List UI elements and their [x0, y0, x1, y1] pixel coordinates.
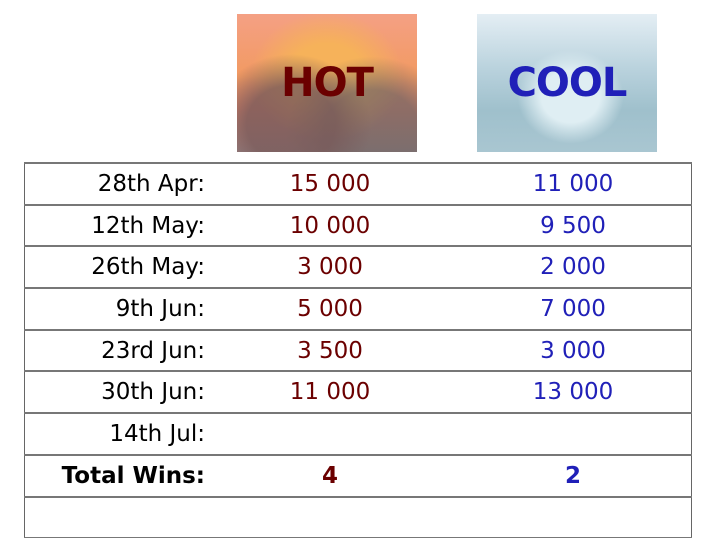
table-row: 23rd Jun: 3 500 3 000: [24, 328, 692, 372]
hot-value: 3 500: [205, 328, 455, 372]
date-cell: 9th Jun:: [24, 287, 205, 331]
cool-value: 7 000: [455, 287, 692, 331]
cool-value: [455, 412, 692, 456]
empty-cell: [205, 495, 455, 539]
date-cell: 12th May:: [24, 203, 205, 247]
hot-value: 15 000: [205, 162, 455, 206]
table-row: 9th Jun: 5 000 7 000: [24, 287, 692, 331]
cool-ice-image: COOL: [477, 14, 657, 152]
table-row: 26th May: 3 000 2 000: [24, 245, 692, 289]
cool-value: 2: [455, 453, 692, 497]
cool-value: 11 000: [455, 162, 692, 206]
total-row: Total Wins: 4 2: [24, 453, 692, 497]
date-cell: Total Wins:: [24, 453, 205, 497]
hot-value: 3 000: [205, 245, 455, 289]
cool-value: 13 000: [455, 370, 692, 414]
table-row: 12th May: 10 000 9 500: [24, 203, 692, 247]
hot-value: 5 000: [205, 287, 455, 331]
hot-value: [205, 412, 455, 456]
hot-value: 10 000: [205, 203, 455, 247]
date-cell: 14th Jul:: [24, 412, 205, 456]
empty-cell: [455, 495, 692, 539]
empty-cell: [24, 495, 205, 539]
date-cell: 30th Jun:: [24, 370, 205, 414]
hot-value: 4: [205, 453, 455, 497]
cool-value: 3 000: [455, 328, 692, 372]
hot-value: 11 000: [205, 370, 455, 414]
hot-lava-image: HOT: [237, 14, 417, 152]
cool-header: COOL: [507, 60, 628, 106]
table-row: 28th Apr: 15 000 11 000: [24, 162, 692, 206]
hot-header: HOT: [281, 60, 374, 106]
results-table: 28th Apr: 15 000 11 000 12th May: 10 000 9 50…: [24, 162, 692, 539]
cool-value: 2 000: [455, 245, 692, 289]
date-cell: 28th Apr:: [24, 162, 205, 206]
empty-row: [24, 495, 692, 539]
date-cell: 26th May:: [24, 245, 205, 289]
cool-value: 9 500: [455, 203, 692, 247]
table-row: 14th Jul:: [24, 412, 692, 456]
date-cell: 23rd Jun:: [24, 328, 205, 372]
table-row: 30th Jun: 11 000 13 000: [24, 370, 692, 414]
